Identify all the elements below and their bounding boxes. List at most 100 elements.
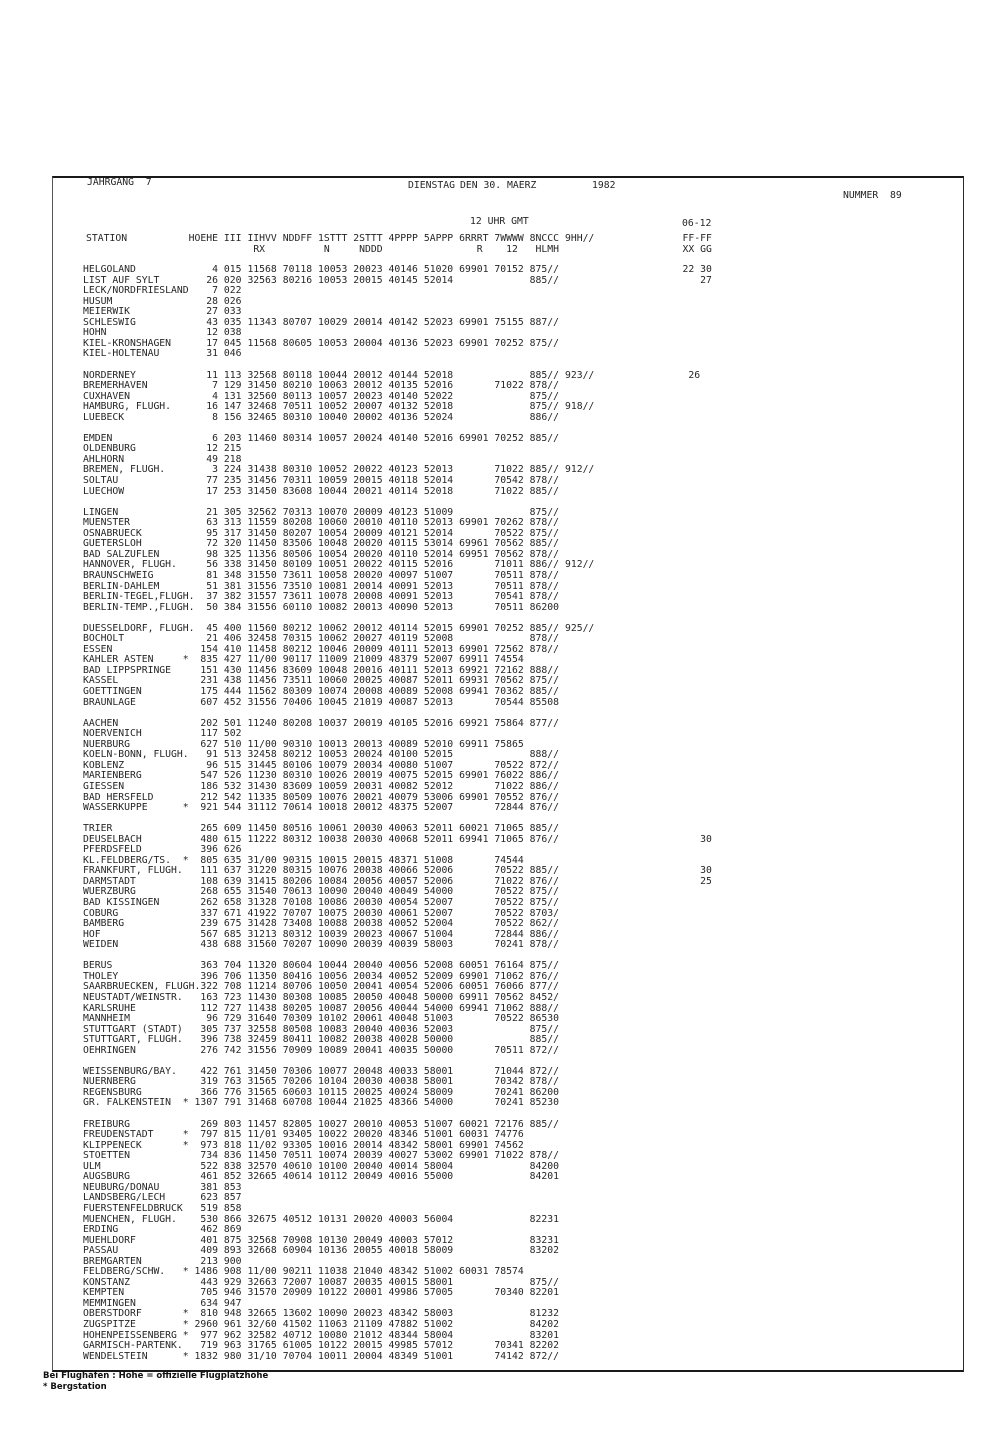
station-name: ULM xyxy=(83,1160,101,1172)
station-name: BRAUNLAGE xyxy=(83,696,136,708)
synop-group-nddff: 80212 xyxy=(282,622,313,634)
synop-group-5appp: 52012 xyxy=(423,780,454,792)
synop-group-5appp: 52016 xyxy=(423,559,454,571)
station-number: 776 xyxy=(223,1086,242,1098)
station-name: LECK/NORDFRIESLAND xyxy=(83,285,189,297)
station-height: 154 xyxy=(200,643,219,655)
synop-group-1sttt: 10115 xyxy=(318,1086,348,1098)
station-number: 609 xyxy=(223,823,242,835)
station-height: 51 xyxy=(206,580,219,592)
synop-group-6rrrt: 60021 xyxy=(459,823,489,835)
synop-group-1sttt: 10122 xyxy=(318,1287,348,1299)
synop-group-nddff: 73408 xyxy=(282,918,313,930)
station-name: AHLHORN xyxy=(83,453,125,465)
synop-group-5appp: 57012 xyxy=(423,1234,454,1246)
station-name: BOCHOLT xyxy=(83,633,125,645)
synop-group-8nccc: 81232 xyxy=(529,1308,560,1320)
synop-group-nddff: 80206 xyxy=(282,875,313,887)
synop-group-1sttt: 10112 xyxy=(318,1171,348,1183)
station-height: 163 xyxy=(200,991,219,1003)
station-height: 28 xyxy=(206,295,219,307)
synop-group-1sttt: 10044 xyxy=(318,485,348,497)
synop-group-2sttt: 20038 xyxy=(353,1034,383,1046)
synop-group-1sttt: 10079 xyxy=(318,759,348,771)
synop-group-4pppp: 40144 xyxy=(388,369,418,381)
station-name: PASSAU xyxy=(83,1245,119,1257)
station-name: AACHEN xyxy=(83,717,119,729)
station-number: 156 xyxy=(223,411,242,423)
synop-group-4pppp: 40052 xyxy=(388,918,418,930)
synop-group-1sttt: 10018 xyxy=(318,802,348,814)
synop-group-2sttt: 20010 xyxy=(353,1118,383,1130)
synop-group-5appp: 52007 xyxy=(423,654,454,666)
synop-group-1sttt: 10088 xyxy=(318,918,348,930)
synop-group-4pppp: 48379 xyxy=(388,654,418,666)
station-number: 510 xyxy=(223,738,242,750)
synop-group-2sttt: 20019 xyxy=(353,717,383,729)
synop-group-1sttt: 10048 xyxy=(318,664,348,676)
station-name: ERDING xyxy=(83,1224,119,1236)
synop-group-7wwww: 71022 xyxy=(494,875,524,887)
synop-group-1sttt: 10086 xyxy=(318,897,348,908)
synop-group-iihvv: 32675 xyxy=(247,1213,277,1225)
synop-group-8nccc: 886// xyxy=(529,559,560,571)
station-height: 31 xyxy=(206,348,219,360)
synop-group-5appp: 58003 xyxy=(423,1308,454,1320)
synop-group-5appp: 52016 xyxy=(423,717,454,729)
synop-group-5appp: 52009 xyxy=(423,970,454,982)
synop-group-4pppp: 40036 xyxy=(388,1023,418,1035)
station-height: 8 xyxy=(212,411,219,423)
station-height: 56 xyxy=(206,559,219,571)
synop-group-8nccc: 875// xyxy=(529,527,560,539)
synop-group-2sttt: 20049 xyxy=(353,1234,383,1246)
synop-group-2sttt: 20039 xyxy=(353,939,383,951)
synop-group-nddff: 70511 xyxy=(282,401,313,413)
station-number: 723 xyxy=(223,991,242,1003)
station-number: 203 xyxy=(223,432,242,444)
synop-group-1sttt: 10104 xyxy=(318,1076,348,1088)
synop-group-7wwww: 75865 xyxy=(494,738,524,750)
synop-group-6rrrt: 69901 xyxy=(459,1139,489,1151)
station-name: THOLEY xyxy=(83,970,119,982)
synop-group-7wwww: 70252 xyxy=(494,337,524,349)
station-number: 706 xyxy=(223,970,242,982)
station-height: 1307 xyxy=(194,1097,218,1109)
synop-group-4pppp: 40039 xyxy=(388,939,418,951)
synop-group-4pppp: 40028 xyxy=(388,1034,418,1046)
synop-group-1sttt: 10090 xyxy=(318,1308,348,1320)
synop-group-1sttt: 10063 xyxy=(318,380,348,392)
station-number: 515 xyxy=(223,759,242,771)
synop-group-1sttt: 10027 xyxy=(318,1118,348,1130)
mountain-station-marker: * xyxy=(182,1329,189,1341)
synop-group-2sttt: 20041 xyxy=(353,1044,383,1056)
synop-group-8nccc: 877// xyxy=(529,981,560,993)
synop-group-2sttt: 20012 xyxy=(353,380,383,392)
synop-group-7wwww: 71062 xyxy=(494,970,524,982)
station-number: 224 xyxy=(223,464,242,476)
synop-group-7wwww: 70552 xyxy=(494,791,524,803)
synop-group-nddff: 82805 xyxy=(282,1118,313,1130)
synop-group-5appp: 52013 xyxy=(423,643,454,655)
synop-group-2sttt: 20012 xyxy=(353,369,383,381)
station-height: 567 xyxy=(200,928,219,940)
synop-group-5appp: 51008 xyxy=(423,854,454,866)
station-height: 443 xyxy=(200,1276,219,1288)
synop-group-nddff: 80309 xyxy=(282,686,313,697)
synop-group-8nccc: 8703/ xyxy=(529,907,560,919)
synop-group-5appp: 51007 xyxy=(423,569,454,581)
synop-group-7wwww: 70340 xyxy=(494,1287,524,1299)
synop-group-iihvv: 32465 xyxy=(247,411,277,423)
station-height: 72 xyxy=(206,538,219,550)
station-number: 046 xyxy=(223,348,242,360)
synop-group-8nccc: 878// xyxy=(529,633,560,645)
station-name: KIEL-HOLTENAU xyxy=(83,348,160,360)
synop-group-8nccc: 878// xyxy=(529,580,560,592)
synop-group-iihvv: 31450 xyxy=(247,1065,277,1077)
synop-group-7wwww: 71011 xyxy=(494,559,524,571)
synop-group-4pppp: 40110 xyxy=(388,517,418,529)
synop-group-1sttt: 10051 xyxy=(318,559,348,571)
synop-group-4pppp: 47882 xyxy=(388,1319,418,1330)
synop-group-7wwww: 71062 xyxy=(494,1002,524,1014)
synop-group-1sttt: 10077 xyxy=(318,1065,348,1077)
synop-group-8nccc: 876// xyxy=(529,970,560,982)
